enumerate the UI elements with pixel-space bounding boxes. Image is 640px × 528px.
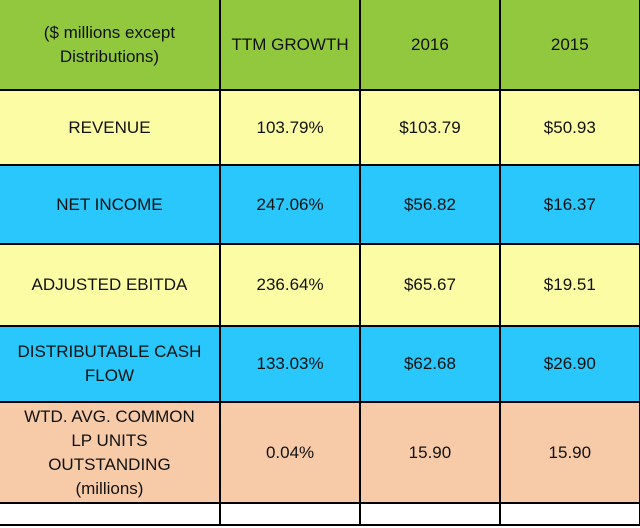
table-row-lp-units: WTD. AVG. COMMON LP UNITS OUTSTANDING (m… bbox=[0, 401, 640, 504]
row-label: DISTRIBUTABLE CASH FLOW bbox=[0, 325, 221, 403]
row-label: WTD. AVG. COMMON LP UNITS OUTSTANDING (m… bbox=[0, 401, 221, 504]
row-2016: $56.82 bbox=[359, 164, 501, 245]
row-label: REVENUE bbox=[0, 89, 221, 166]
row-label-line1: DISTRIBUTABLE CASH bbox=[17, 342, 202, 361]
row-2016: 15.90 bbox=[359, 401, 501, 504]
header-2016: 2016 bbox=[359, 0, 501, 91]
row-label-line3: OUTSTANDING bbox=[48, 454, 171, 474]
table-row-partial bbox=[0, 502, 640, 526]
row-label: ADJUSTED EBITDA bbox=[0, 243, 221, 327]
row-2015: $26.90 bbox=[498, 325, 640, 403]
table-row-distributable-cash-flow: DISTRIBUTABLE CASH FLOW 133.03% $62.68 $… bbox=[0, 325, 640, 403]
row-2016: $103.79 bbox=[359, 89, 501, 166]
row-empty-cell bbox=[0, 502, 221, 526]
row-label-line2: LP UNITS bbox=[71, 430, 148, 450]
table-row-adjusted-ebitda: ADJUSTED EBITDA 236.64% $65.67 $19.51 bbox=[0, 243, 640, 327]
row-growth: 103.79% bbox=[218, 89, 362, 166]
row-2015: $50.93 bbox=[498, 89, 640, 166]
row-growth: 247.06% bbox=[218, 164, 362, 245]
table-row-net-income: NET INCOME 247.06% $56.82 $16.37 bbox=[0, 164, 640, 245]
row-2015: 15.90 bbox=[498, 401, 640, 504]
row-empty-cell bbox=[218, 502, 362, 526]
table-header-row: ($ millions except Distributions) TTM GR… bbox=[0, 0, 640, 91]
header-ttm-growth: TTM GROWTH bbox=[218, 0, 362, 91]
header-label-line1: ($ millions except bbox=[43, 22, 176, 42]
row-2015: $16.37 bbox=[498, 164, 640, 245]
row-label-line1: WTD. AVG. COMMON bbox=[24, 406, 195, 426]
header-label-cell: ($ millions except Distributions) bbox=[0, 0, 221, 91]
row-2015: $19.51 bbox=[498, 243, 640, 327]
row-growth: 0.04% bbox=[218, 401, 362, 504]
row-growth: 133.03% bbox=[218, 325, 362, 403]
row-empty-cell bbox=[498, 502, 640, 526]
header-label-line2: Distributions) bbox=[59, 46, 160, 66]
table-row-revenue: REVENUE 103.79% $103.79 $50.93 bbox=[0, 89, 640, 166]
row-2016: $62.68 bbox=[359, 325, 501, 403]
row-empty-cell bbox=[359, 502, 501, 526]
row-2016: $65.67 bbox=[359, 243, 501, 327]
row-label-line2: FLOW bbox=[84, 366, 134, 385]
header-2015: 2015 bbox=[498, 0, 640, 91]
row-label: NET INCOME bbox=[0, 164, 221, 245]
row-growth: 236.64% bbox=[218, 243, 362, 327]
row-label-line4: (millions) bbox=[75, 478, 144, 498]
